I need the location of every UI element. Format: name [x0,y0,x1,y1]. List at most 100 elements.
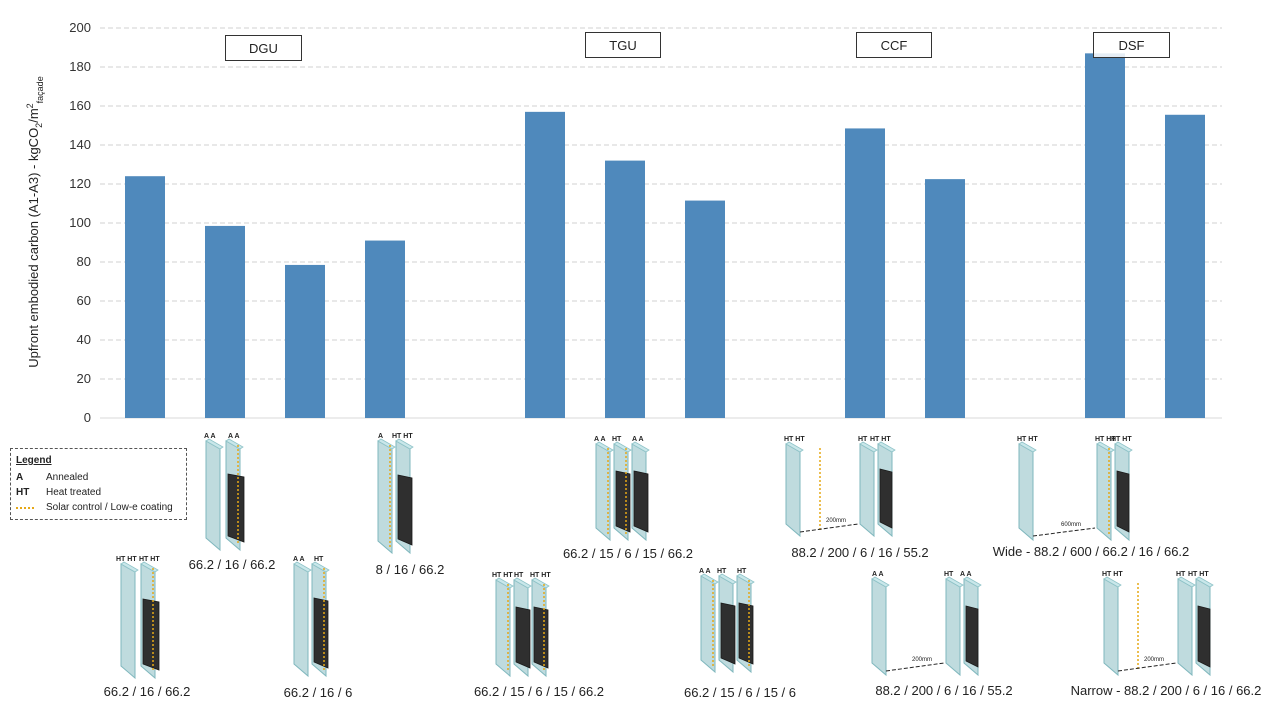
pane-tag: HT HT [1102,571,1123,578]
y-tick-label: 180 [69,59,91,74]
glazing-label: 88.2 / 200 / 6 / 16 / 55.2 [791,545,929,560]
bar [685,200,725,418]
glass-pane [1018,443,1034,542]
pane-tag: HT [514,572,524,579]
pane-tag: HT [612,436,622,443]
bar [525,111,565,418]
glass-pane [859,443,875,538]
pane-tag: HT HT [1111,436,1132,443]
bar [605,160,645,418]
glazing-label: 66.2 / 15 / 6 / 15 / 66.2 [562,546,694,561]
pane-tag: A A [228,433,240,440]
glazing-label: 66.2 / 16 / 66.2 [103,684,191,699]
glass-pane [1177,578,1193,677]
pane-tag: HT [717,568,727,575]
y-tick-label: 60 [77,293,91,308]
pane-tag: HT HT [1188,571,1209,578]
spacer-bar [615,470,631,533]
pane-tag: A A [594,436,606,443]
glass-pane [293,563,309,678]
glass-pane-edge [963,576,982,588]
glass-pane-edge [631,441,650,453]
glass-pane [205,440,221,552]
glass-pane-edge [945,576,964,588]
pane-tag: A A [960,571,972,578]
glazing-unit-illustration: A A HT HT [699,568,755,674]
pane-tag: HT HT [1095,436,1116,443]
glass-pane-edge [1177,576,1196,588]
glazing-label: 66.2 / 15 / 6 / 15 / 66.2 [473,684,605,699]
glazing-label: 66.2 / 15 / 6 / 15 / 6 [683,685,797,700]
glass-pane-edge [871,576,890,588]
group-label-dsf: DSF [1093,32,1170,58]
legend-key-annealed: A [16,472,24,483]
spacer-bar [142,598,160,671]
legend-key-heat-treated: HT [16,487,30,498]
glazing-unit-illustration: A A HT A A 200mm [871,571,982,677]
bar-chart: 0 20 40 60 80 100 120 140 160 180 200 Upfront embod… [25,20,1222,425]
spacer-bar [227,473,245,543]
pane-tag: HT [1176,571,1186,578]
spacer-bar [633,470,649,533]
spacer-bar [1116,470,1130,533]
bar [925,179,965,418]
y-tick-label: 20 [77,371,91,386]
glazing-label: 8 / 16 / 66.2 [375,562,445,577]
y-tick-label: 100 [69,215,91,230]
pane-tag: HT [858,436,868,443]
gap-dimension-label: 200mm [1144,657,1164,663]
glass-pane-edge [1195,576,1214,588]
gap-dimension-line [799,523,859,533]
legend-item-heat-treated: HT Heat treated [16,485,181,500]
bar [1165,114,1205,419]
gap-dimension-line [885,662,945,672]
glass-pane [871,578,887,677]
glazing-label: 88.2 / 200 / 6 / 16 / 55.2 [875,683,1013,698]
coating-dotted-line-icon [16,506,34,509]
glass-pane-edge [859,441,878,453]
legend-label-annealed: Annealed [46,472,89,483]
legend-item-annealed: A Annealed [16,470,181,485]
legend-item-coating: Solar control / Low-e coating [16,500,181,515]
glass-pane-edge [877,441,896,453]
spacer-bar [515,606,531,669]
group-label-dgu: DGU [225,35,302,61]
legend-label-coating: Solar control / Low-e coating [46,502,173,513]
group-label-tgu: TGU [585,32,661,58]
glass-pane-edge [293,561,312,573]
pane-tag: HT [737,568,747,575]
gap-dimension-label: 200mm [826,518,846,524]
legend: Legend A Annealed HT Heat treated Solar … [10,448,187,520]
pane-tag: HT HT [116,556,137,563]
pane-tag: A [378,433,383,440]
pane-tag: HT HT [1017,436,1038,443]
glass-pane [1103,578,1119,677]
glass-pane-edge [718,573,737,585]
glass-pane [945,578,961,677]
pane-tag: HT HT [492,572,513,579]
y-tick-label: 140 [69,137,91,152]
glass-pane-edge [205,438,224,450]
spacer-bar [1197,605,1211,668]
group-label-ccf: CCF [856,32,932,58]
glazing-unit-illustration: A A HT A A [594,436,650,542]
gap-dimension-label: 600mm [1061,522,1081,528]
glass-pane-edge [395,438,414,450]
bar [205,225,245,418]
y-tick-label: 160 [69,98,91,113]
spacer-bar [313,597,329,669]
gap-dimension-line [1032,527,1096,537]
gap-dimension-label: 200mm [912,657,932,663]
glazing-label: 66.2 / 16 / 6 [283,685,353,700]
spacer-bar [720,602,736,665]
spacer-bar [879,468,893,529]
legend-label-heat-treated: Heat treated [46,487,102,498]
glass-pane-edge [1114,441,1133,453]
bar [365,240,405,418]
glass-pane-edge [785,441,804,453]
glass-pane-edge [120,561,139,573]
bar [845,128,885,419]
